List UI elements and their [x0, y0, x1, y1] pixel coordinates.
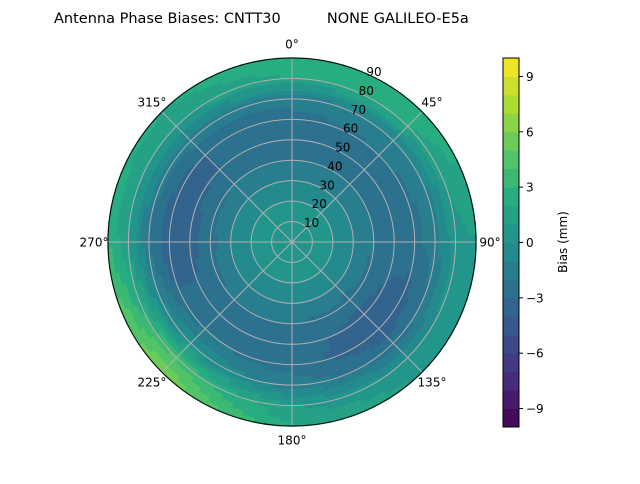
colorbar-level — [503, 298, 519, 317]
colorbar-level — [503, 316, 519, 335]
angular-tick-label: 0° — [285, 38, 299, 52]
radial-tick-label: 40 — [327, 159, 342, 173]
chart-title: Antenna Phase Biases: CNTT30 NONE GALILE… — [54, 11, 469, 27]
colorbar-level — [503, 409, 519, 428]
angular-tick-label: 135° — [418, 376, 447, 390]
radial-tick-label: 80 — [359, 84, 374, 98]
colorbar-level — [503, 335, 519, 354]
angular-tick-label: 90° — [479, 236, 500, 250]
angular-tick-label: 45° — [421, 95, 442, 109]
colorbar-level — [503, 58, 519, 77]
colorbar-level — [503, 279, 519, 298]
colorbar: −9 −6 −3 0 3 6 9 — [503, 58, 544, 428]
radial-tick-label: 30 — [319, 178, 334, 192]
colorbar-level — [503, 206, 519, 225]
radial-tick-label: 20 — [312, 197, 327, 211]
colorbar-tick-label: 6 — [526, 125, 534, 139]
polar-grid — [108, 58, 476, 426]
colorbar-level — [503, 243, 519, 262]
radial-tick-label: 70 — [351, 103, 366, 117]
colorbar-level — [503, 353, 519, 372]
radial-tick-label: 50 — [335, 141, 350, 155]
angular-tick-label: 225° — [138, 376, 167, 390]
colorbar-level — [503, 261, 519, 280]
colorbar-tick-label: −3 — [526, 291, 544, 305]
colorbar-level — [503, 76, 519, 95]
angular-tick-label: 180° — [278, 434, 307, 448]
radial-tick-label: 60 — [343, 122, 358, 136]
colorbar-tick-label: −6 — [526, 347, 544, 361]
colorbar-level — [503, 372, 519, 391]
radial-tick-label: 90 — [366, 65, 381, 79]
colorbar-level — [503, 132, 519, 151]
colorbar-tick-label: 3 — [526, 181, 534, 195]
colorbar-tick-label: −9 — [526, 402, 544, 416]
colorbar-level — [503, 113, 519, 132]
radial-tick-label: 10 — [304, 216, 319, 230]
colorbar-level — [503, 150, 519, 169]
colorbar-level — [503, 390, 519, 409]
colorbar-level — [503, 169, 519, 188]
colorbar-tick-label: 0 — [526, 236, 534, 250]
colorbar-level — [503, 187, 519, 206]
colorbar-tick-label: 9 — [526, 70, 534, 84]
colorbar-label: Bias (mm) — [556, 211, 570, 273]
angular-tick-label: 270° — [80, 236, 109, 250]
colorbar-level — [503, 95, 519, 114]
angular-tick-label: 315° — [138, 95, 167, 109]
colorbar-level — [503, 224, 519, 243]
